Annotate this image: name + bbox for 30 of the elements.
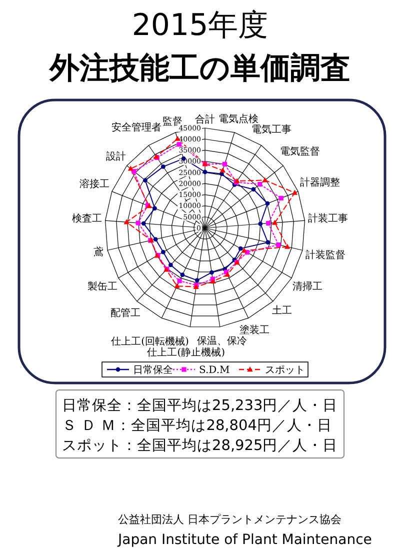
spoke-label: 鳶 [94,246,104,258]
text: Japan Institute of Plant Maintenance [117,532,372,548]
spoke-label: 仕上工(静止機械) [147,346,226,359]
spoke-label: 設計 [106,150,126,162]
spoke-label: 塗装工 [239,324,270,336]
spoke-label: 配管工 [110,308,141,320]
spoke-label: 計装監督 [306,249,346,262]
spoke-label: 清掃工 [292,280,323,293]
spoke-label: 電気工事 [252,124,292,136]
spoke-label: 安全管理者 [112,121,162,134]
spoke-label: 計装工事 [308,212,348,224]
chart-subtitle: 2015年度 [132,8,268,43]
spoke-label: 合計 [195,114,215,126]
spoke-label: 溶接工 [79,178,110,190]
legend-label: S.D.M [199,365,230,376]
spoke-label: 検査工 [72,212,102,225]
spoke-label: 計器調整 [300,176,340,188]
spoke-label: 製缶工 [87,280,118,293]
chart-title: 外注技能工の単価調査 [48,51,350,86]
spoke-label: 仕上工(回転機械) [111,336,190,348]
text: Ｓ Ｄ Ｍ：全国平均は28,804円／人・日 [62,417,332,434]
legend-label: 日常保全 [133,364,173,376]
text: 公益社団法人 日本プラントメンテナンス協会 [118,513,342,526]
text: 日常保全：全国平均は25,233円／人・日 [62,397,338,414]
text: スポット：全国平均は28,925円／人・日 [62,437,338,454]
spoke-label: 保温、保冷 [197,334,248,347]
spoke-label: 電気点検 [218,112,259,125]
legend-label: スポット [265,365,305,376]
spoke-label: 土工 [272,304,292,317]
spoke-label: 電気監督 [280,146,320,158]
